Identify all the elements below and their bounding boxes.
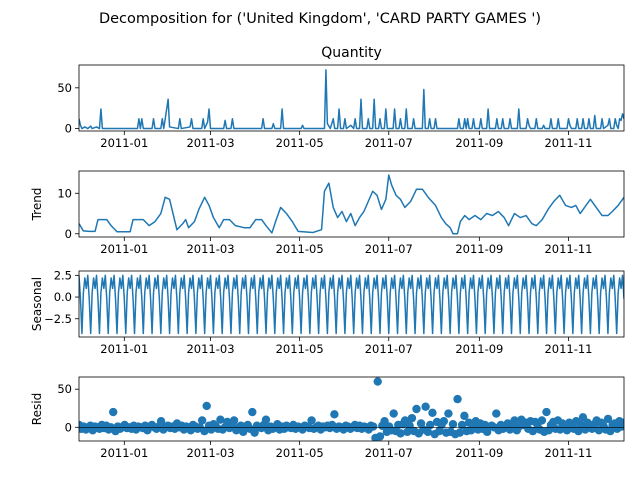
trend-line	[79, 174, 624, 235]
x-tick-label: 2011-05	[276, 242, 324, 256]
resid-point	[603, 414, 613, 424]
y-axis-label: Trend	[30, 188, 44, 222]
seasonal-axes-frame	[78, 270, 625, 338]
resid-point	[396, 429, 405, 438]
y-tick-label: 50	[57, 81, 72, 95]
y-tick-label: 0	[65, 227, 72, 241]
x-tick-label: 2011-09	[455, 342, 503, 356]
resid-point	[428, 408, 437, 418]
resid-point	[412, 404, 421, 414]
y-tick-label: 2.5	[54, 268, 72, 282]
panel-observed: 2011-01 2011-03 2011-05 2011-07 2011-09 2011-…	[57, 45, 625, 150]
seasonal-series	[79, 274, 624, 335]
y-tick-label: 0.0	[54, 290, 72, 304]
resid-point	[453, 394, 462, 404]
resid-point	[375, 432, 385, 441]
resid-point	[421, 402, 430, 411]
y-tick-label: 50	[57, 382, 72, 396]
x-tick-label: 2011-11	[544, 242, 592, 256]
x-tick-label: 2011-01	[100, 342, 148, 356]
observed-axes-frame	[78, 64, 625, 132]
x-tick-label: 2011-11	[544, 136, 592, 150]
x-tick-label: 2011-11	[544, 446, 592, 460]
observed-line	[79, 69, 624, 130]
resid-point	[528, 426, 537, 436]
x-tick-label: 2011-07	[365, 446, 413, 460]
resid-point	[368, 422, 378, 431]
x-tick-label: 2011-05	[276, 446, 324, 460]
x-tick-label: 2011-07	[365, 242, 413, 256]
resid-point	[537, 416, 547, 425]
resid-point	[261, 415, 271, 424]
y-tick-label: −2.5	[44, 312, 72, 326]
panel-trend: 2011-01 2011-03 2011-05 2011-07 2011-09 2011-…	[30, 170, 625, 256]
resid-point	[197, 416, 207, 425]
resid-point	[492, 409, 501, 418]
y-axis-label: Resid	[30, 393, 44, 425]
resid-point	[202, 401, 211, 411]
subplot-title: Quantity	[321, 45, 382, 61]
resid-point	[109, 407, 118, 417]
panel-resid: 2011-01 2011-03 2011-05 2011-07 2011-09 2011-…	[30, 376, 625, 460]
resid-point	[448, 420, 458, 429]
subplot-panels: 2011-01 2011-03 2011-05 2011-07 2011-09 2011-…	[30, 45, 625, 460]
resid-point	[619, 418, 624, 427]
x-tick-label: 2011-01	[100, 242, 148, 256]
resid-point	[510, 416, 519, 425]
y-tick-label: 0	[65, 420, 72, 434]
resid-point	[330, 410, 339, 419]
x-tick-label: 2011-01	[100, 446, 148, 460]
x-tick-label: 2011-09	[455, 242, 503, 256]
resid-point	[455, 428, 465, 437]
resid-point	[439, 416, 449, 426]
x-tick-label: 2011-05	[276, 136, 324, 150]
resid-point	[156, 416, 166, 426]
x-tick-label: 2011-03	[186, 446, 234, 460]
x-tick-label: 2011-11	[544, 342, 592, 356]
seasonal-line	[79, 274, 624, 335]
x-tick-label: 2011-03	[186, 136, 234, 150]
panel-seasonal: 2011-01 2011-03 2011-05 2011-07 2011-09 2011-…	[30, 268, 625, 356]
resid-point	[444, 409, 453, 418]
resid-point	[389, 409, 398, 418]
figure-suptitle: Decomposition for ('United Kingdom', 'CA…	[99, 11, 541, 27]
resid-point	[460, 411, 469, 421]
x-tick-label: 2011-03	[186, 342, 234, 356]
x-tick-label: 2011-07	[365, 136, 413, 150]
x-tick-label: 2011-05	[276, 342, 324, 356]
resid-point	[248, 407, 257, 417]
resid-point	[423, 427, 433, 437]
observed-series	[79, 69, 624, 130]
x-tick-label: 2011-09	[455, 136, 503, 150]
trend-axes-frame	[78, 170, 625, 238]
resid-point	[307, 416, 316, 425]
resid-series	[79, 377, 624, 441]
trend-series	[79, 174, 624, 235]
y-axis-label: Seasonal	[30, 277, 44, 331]
x-tick-label: 2011-01	[100, 136, 148, 150]
x-tick-label: 2011-07	[365, 342, 413, 356]
resid-axes-frame	[78, 376, 625, 442]
y-tick-label: 10	[57, 186, 72, 200]
y-tick-label: 0	[65, 122, 72, 136]
resid-point	[229, 416, 239, 425]
resid-point	[407, 413, 417, 423]
resid-point	[216, 415, 225, 424]
x-tick-label: 2011-09	[455, 446, 503, 460]
resid-point	[542, 407, 551, 417]
x-tick-label: 2011-03	[186, 242, 234, 256]
resid-point	[373, 377, 382, 386]
